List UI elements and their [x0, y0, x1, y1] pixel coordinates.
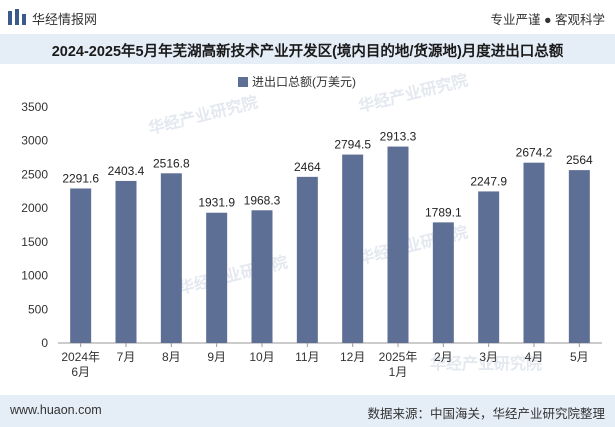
x-tick-label: 5月: [570, 350, 589, 364]
x-tick-label: 7月: [117, 350, 136, 364]
bar: [387, 146, 409, 343]
logo-icon: [8, 9, 26, 25]
y-tick-label: 0: [41, 336, 48, 350]
y-tick-label: 2000: [21, 201, 48, 215]
top-bar: 华经情报网 专业严谨 ● 客观科学: [0, 0, 615, 34]
watermark-text: 华经产业研究院: [146, 92, 259, 138]
watermark-text: 华经产业研究院: [176, 252, 289, 298]
data-label: 1789.1: [425, 205, 462, 219]
bar: [70, 188, 92, 343]
bar: [206, 212, 228, 343]
bar: [432, 222, 454, 343]
data-label: 2794.5: [334, 138, 371, 152]
y-axis: 0 500 1000 1500 2000 2500 3000 3500: [21, 100, 602, 350]
brand-name: 华经情报网: [32, 12, 98, 27]
x-tick-label: 12月: [340, 350, 365, 364]
data-label: 2913.3: [380, 130, 417, 144]
x-tick-label: 4月: [525, 350, 544, 364]
title-band: 2024-2025年5月年芜湖高新技术产业开发区(境内目的地/货源地)月度进出口…: [0, 34, 615, 64]
y-tick-label: 3000: [21, 134, 48, 148]
x-tick-label: 8月: [162, 350, 181, 364]
y-tick-label: 1000: [21, 269, 48, 283]
y-tick-label: 1500: [21, 235, 48, 249]
website-link[interactable]: www.huaon.com: [10, 403, 102, 417]
bar: [251, 210, 273, 343]
data-label: 2247.9: [470, 174, 507, 188]
x-tick-label: 10月: [249, 350, 274, 364]
x-tick-label: 6月: [71, 365, 90, 379]
data-label: 1968.3: [244, 193, 281, 207]
x-tick-label: 2024年: [61, 350, 100, 364]
data-label: 2403.4: [108, 164, 145, 178]
y-tick-label: 500: [28, 302, 48, 316]
legend-label: 进出口总额(万美元): [252, 75, 356, 89]
x-tick-label: 9月: [207, 350, 226, 364]
y-tick-label: 3500: [21, 100, 48, 114]
data-source: 数据来源：中国海关，华经产业研究院整理: [367, 407, 605, 421]
bar: [342, 154, 364, 343]
tagline: 专业严谨 ● 客观科学: [490, 13, 606, 27]
y-tick-label: 2500: [21, 167, 48, 181]
bar: [115, 180, 137, 343]
x-tick-label: 3月: [479, 350, 498, 364]
data-label: 2674.2: [516, 146, 553, 160]
bar: [523, 162, 545, 343]
data-label: 2291.6: [62, 171, 99, 185]
x-tick-label: 1月: [389, 365, 408, 379]
data-label: 2564: [566, 153, 593, 167]
bar: [296, 176, 318, 343]
data-label: 1931.9: [198, 196, 235, 210]
watermark-text: 华经产业研究院: [356, 70, 469, 116]
x-tick-label: 2月: [434, 350, 453, 364]
footer-bar: www.huaon.com 数据来源：中国海关，华经产业研究院整理: [0, 395, 615, 427]
bar: [478, 191, 500, 343]
x-tick-label: 11月: [295, 350, 319, 364]
watermark-text: 华经产业研究院: [430, 354, 542, 373]
bars: 2291.6 2403.4 2516.8 1931.9 1968.3 2464 2794.5…: [62, 130, 593, 343]
legend: 进出口总额(万美元): [238, 75, 356, 89]
data-label: 2464: [294, 160, 321, 174]
chart-title: 2024-2025年5月年芜湖高新技术产业开发区(境内目的地/货源地)月度进出口…: [51, 44, 564, 60]
x-tick-label: 2025年: [379, 350, 418, 364]
bar: [160, 173, 182, 343]
bar: [568, 170, 590, 343]
data-label: 2516.8: [153, 156, 190, 170]
legend-swatch: [238, 77, 248, 87]
